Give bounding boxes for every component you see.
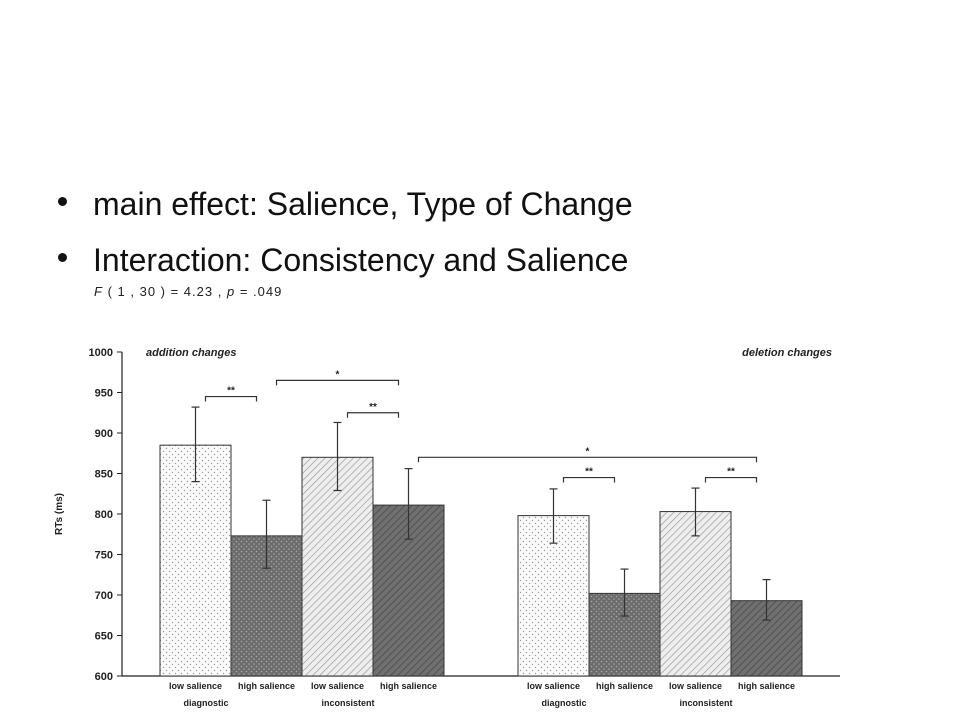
significance-label: ** xyxy=(369,402,377,413)
significance-bracket xyxy=(704,476,758,483)
x-tick-label: high salience xyxy=(380,681,437,691)
x-tick-label: high salience xyxy=(596,681,653,691)
stat-f: F xyxy=(94,284,103,299)
x-tick-label: high salience xyxy=(738,681,795,691)
y-tick-label: 600 xyxy=(95,671,113,683)
x-tick-label: low salience xyxy=(669,681,722,691)
x-tick-label: low salience xyxy=(169,681,222,691)
y-tick-label: 950 xyxy=(95,388,113,400)
bullet-dot-icon xyxy=(58,197,67,206)
bullet-text: main effect: Salience, Type of Change xyxy=(93,186,633,222)
bullet-text: Interaction: Consistency and Salience xyxy=(93,242,629,278)
y-axis-label: RTs (ms) xyxy=(54,493,65,535)
y-tick-label: 800 xyxy=(95,509,113,521)
stat-pval: = .049 xyxy=(239,284,283,299)
group-label: inconsistent xyxy=(679,698,732,708)
y-tick-label: 850 xyxy=(95,469,113,481)
significance-label: ** xyxy=(227,386,235,397)
bar xyxy=(159,444,232,677)
y-tick-label: 1000 xyxy=(89,347,113,359)
significance-label: * xyxy=(336,369,340,380)
y-tick-label: 700 xyxy=(95,590,113,602)
bullet-list: main effect: Salience, Type of Change In… xyxy=(58,176,918,299)
panel-title: deletion changes xyxy=(742,347,832,359)
significance-bracket xyxy=(204,395,258,402)
significance-bracket xyxy=(346,412,400,418)
y-tick-label: 650 xyxy=(95,631,113,643)
stat-df: ( 1 , 30 ) = 4.23 , xyxy=(107,284,223,299)
group-label: diagnostic xyxy=(541,698,586,708)
significance-label: ** xyxy=(585,467,593,478)
group-label: diagnostic xyxy=(183,698,228,708)
group-label: inconsistent xyxy=(321,698,374,708)
stat-line: F ( 1 , 30 ) = 4.23 , p = .049 xyxy=(94,284,918,299)
significance-bracket xyxy=(562,476,616,483)
panel-title: addition changes xyxy=(146,347,236,359)
chart-plot-area: 600 650 700 750 800 850 900 950 1000 RTs (ms) addi… xyxy=(54,347,840,708)
x-tick-label: low salience xyxy=(527,681,580,691)
bar xyxy=(659,511,732,677)
x-tick-label: high salience xyxy=(238,681,295,691)
x-tick-label: low salience xyxy=(311,681,364,691)
bullet-interaction: Interaction: Consistency and Salience xyxy=(58,232,918,288)
rt-bar-chart: 600 650 700 750 800 850 900 950 1000 RTs (ms) addi… xyxy=(54,347,840,708)
significance-label: ** xyxy=(727,467,735,478)
significance-bracket xyxy=(275,379,400,386)
bullet-dot-icon xyxy=(58,253,67,262)
bar xyxy=(301,456,374,677)
stat-p: p xyxy=(226,284,236,299)
y-tick-label: 900 xyxy=(95,428,113,440)
y-tick-label: 750 xyxy=(95,550,113,562)
significance-bracket xyxy=(417,456,758,463)
bullet-main-effect: main effect: Salience, Type of Change xyxy=(58,176,918,232)
significance-label: * xyxy=(586,446,590,457)
